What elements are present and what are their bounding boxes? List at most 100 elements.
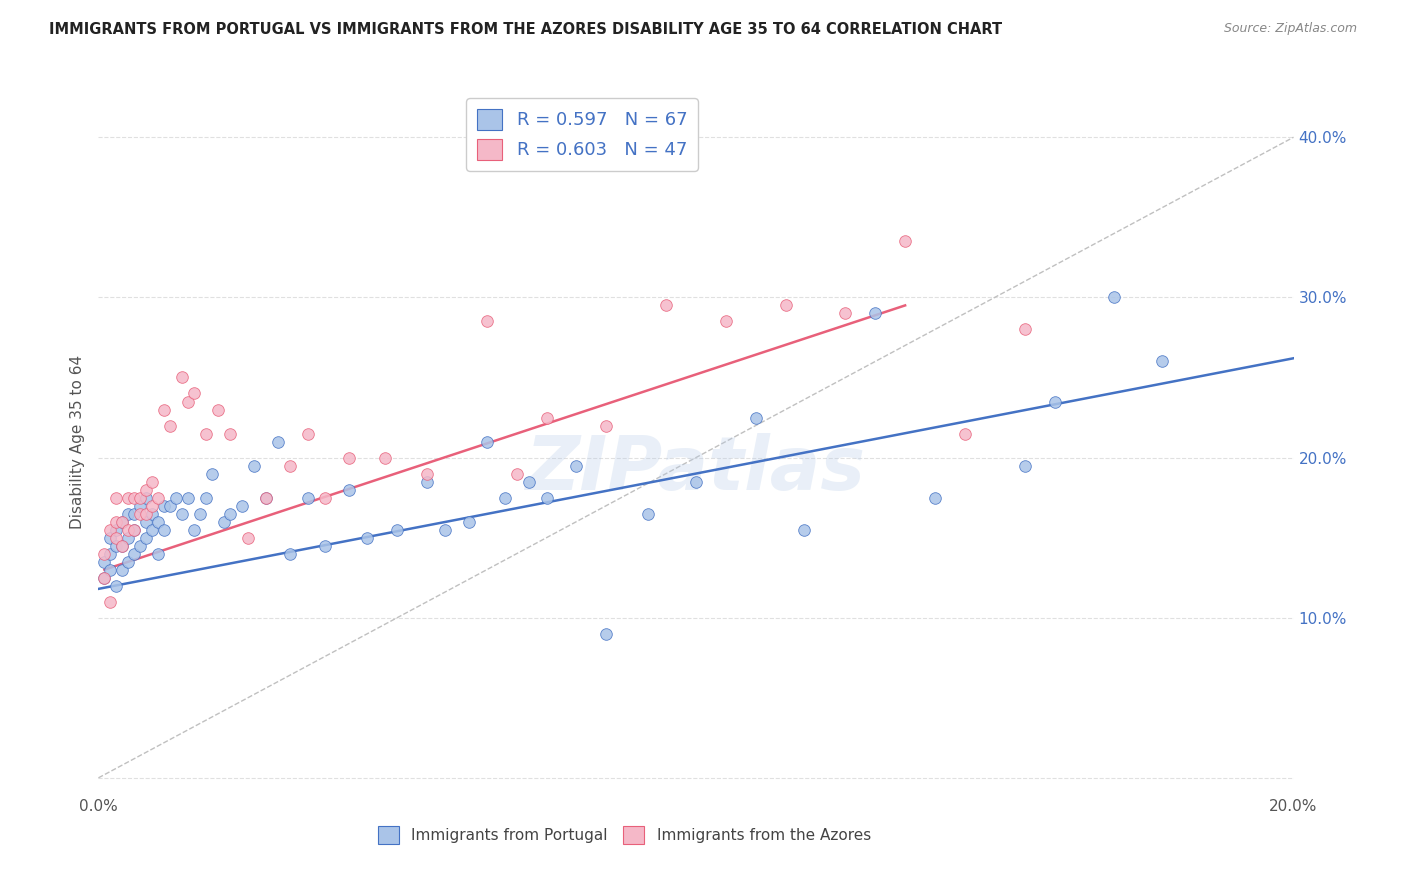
Point: [494, 491, 516, 505]
Point: [148, 547, 170, 561]
Point: [714, 314, 737, 328]
Point: [105, 491, 128, 505]
Point: [135, 491, 157, 505]
Point: [124, 523, 146, 537]
Point: [117, 555, 139, 569]
Point: [536, 491, 558, 505]
Point: [517, 475, 540, 489]
Point: [219, 426, 242, 441]
Point: [172, 370, 194, 384]
Point: [745, 410, 768, 425]
Point: [565, 458, 588, 473]
Point: [98, 523, 122, 537]
Point: [105, 515, 128, 529]
Point: [129, 491, 152, 505]
Point: [315, 491, 337, 505]
Point: [105, 531, 128, 545]
Point: [219, 507, 242, 521]
Point: [98, 547, 122, 561]
Point: [416, 467, 439, 481]
Point: [434, 523, 457, 537]
Point: [129, 539, 152, 553]
Point: [183, 523, 205, 537]
Point: [506, 467, 529, 481]
Point: [135, 483, 157, 497]
Point: [278, 458, 301, 473]
Point: [141, 499, 163, 513]
Point: [254, 491, 277, 505]
Point: [894, 235, 917, 249]
Point: [124, 547, 146, 561]
Point: [183, 386, 205, 401]
Point: [374, 450, 396, 465]
Point: [201, 467, 224, 481]
Point: [416, 475, 439, 489]
Point: [1043, 394, 1066, 409]
Point: [159, 418, 181, 433]
Point: [356, 531, 378, 545]
Point: [93, 571, 115, 585]
Point: [111, 515, 134, 529]
Point: [254, 491, 277, 505]
Point: [129, 507, 152, 521]
Text: IMMIGRANTS FROM PORTUGAL VS IMMIGRANTS FROM THE AZORES DISABILITY AGE 35 TO 64 C: IMMIGRANTS FROM PORTUGAL VS IMMIGRANTS F…: [49, 22, 1002, 37]
Point: [231, 499, 253, 513]
Point: [105, 579, 128, 593]
Point: [98, 563, 122, 577]
Point: [105, 539, 128, 553]
Point: [475, 314, 498, 328]
Point: [339, 450, 361, 465]
Point: [865, 306, 887, 320]
Point: [141, 507, 163, 521]
Point: [153, 499, 176, 513]
Point: [124, 491, 146, 505]
Point: [135, 507, 157, 521]
Point: [177, 491, 200, 505]
Point: [135, 515, 157, 529]
Point: [637, 507, 659, 521]
Point: [124, 523, 146, 537]
Point: [924, 491, 946, 505]
Point: [111, 515, 134, 529]
Text: Source: ZipAtlas.com: Source: ZipAtlas.com: [1223, 22, 1357, 36]
Point: [685, 475, 707, 489]
Point: [93, 555, 115, 569]
Point: [172, 507, 194, 521]
Point: [212, 515, 235, 529]
Point: [153, 523, 176, 537]
Point: [655, 298, 678, 312]
Point: [595, 418, 617, 433]
Point: [458, 515, 481, 529]
Point: [297, 491, 319, 505]
Point: [177, 394, 200, 409]
Point: [93, 571, 115, 585]
Point: [1152, 354, 1174, 368]
Point: [595, 626, 617, 640]
Point: [153, 402, 176, 417]
Point: [385, 523, 409, 537]
Point: [475, 434, 498, 449]
Point: [148, 491, 170, 505]
Point: [793, 523, 815, 537]
Point: [834, 306, 856, 320]
Point: [267, 434, 290, 449]
Point: [148, 515, 170, 529]
Point: [236, 531, 259, 545]
Point: [135, 531, 157, 545]
Legend: Immigrants from Portugal, Immigrants from the Azores: Immigrants from Portugal, Immigrants fro…: [371, 820, 877, 850]
Point: [278, 547, 301, 561]
Point: [775, 298, 797, 312]
Point: [129, 499, 152, 513]
Point: [111, 539, 134, 553]
Text: ZIPatlas: ZIPatlas: [526, 434, 866, 507]
Point: [117, 531, 139, 545]
Point: [195, 426, 218, 441]
Point: [339, 483, 361, 497]
Point: [159, 499, 181, 513]
Point: [117, 491, 139, 505]
Point: [243, 458, 266, 473]
Point: [297, 426, 319, 441]
Point: [315, 539, 337, 553]
Point: [111, 539, 134, 553]
Point: [124, 507, 146, 521]
